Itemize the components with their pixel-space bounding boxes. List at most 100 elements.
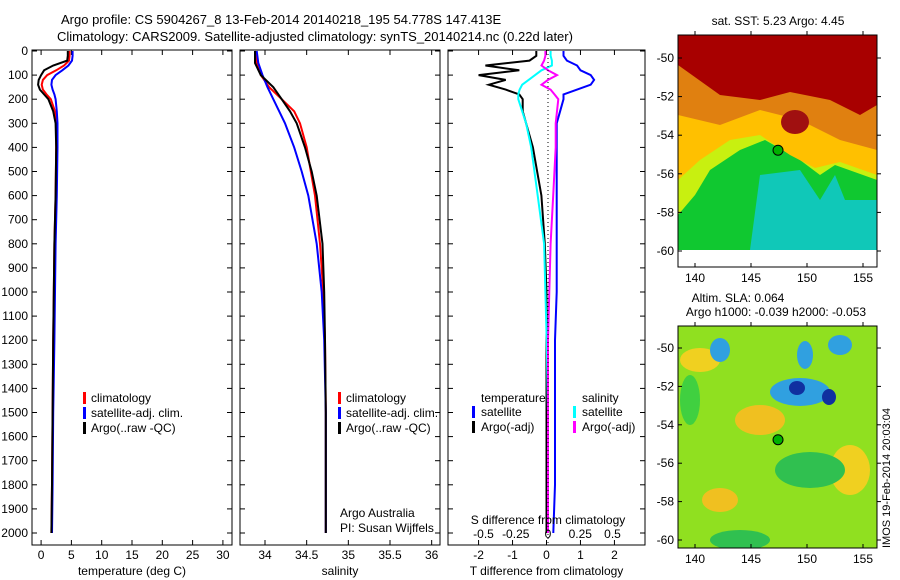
legend-label: Argo(..raw -QC) bbox=[346, 421, 431, 435]
y-tick-label: 1400 bbox=[1, 381, 28, 395]
sla-blob bbox=[680, 375, 700, 425]
series-line-salinity-satellite bbox=[517, 51, 553, 533]
y-tick-label: 2000 bbox=[1, 526, 28, 540]
x-tick-label: -1 bbox=[507, 548, 518, 562]
legend-label: climatology bbox=[346, 391, 406, 405]
legend-swatch bbox=[83, 392, 86, 404]
legend-swatch bbox=[573, 421, 576, 433]
panel-difference: -2 -1 0 1 2 T difference from climatology -0.5… bbox=[447, 49, 646, 578]
map-sst-map: 140 145 150 155 -50 -52 -54 -56 -58 -60 sat. SST: … bbox=[657, 14, 881, 285]
x-axis-label: temperature (deg C) bbox=[78, 564, 186, 578]
legend-swatch bbox=[472, 421, 475, 433]
annotation-line1: Argo Australia bbox=[340, 506, 415, 520]
y-tick-label: -54 bbox=[657, 128, 675, 142]
legend-swatch bbox=[573, 406, 576, 418]
series-line-satellite-adj-clim- bbox=[50, 51, 74, 534]
x-tick-label: 10 bbox=[95, 548, 109, 562]
legend-label: Argo(..raw -QC) bbox=[91, 421, 176, 435]
no-data bbox=[678, 251, 877, 267]
map-frame bbox=[677, 34, 878, 268]
y-tick-label: -56 bbox=[657, 456, 675, 470]
y-tick-label: -52 bbox=[657, 90, 675, 104]
y-tick-label: -50 bbox=[657, 341, 675, 355]
legend-swatch bbox=[83, 422, 86, 434]
legend-label: satellite-adj. clim. bbox=[91, 406, 183, 420]
y-tick-label: 1700 bbox=[1, 454, 28, 468]
legend-label: climatology bbox=[91, 391, 151, 405]
sla-low bbox=[797, 341, 813, 369]
sst-eddy bbox=[781, 110, 809, 134]
plot-frame bbox=[239, 49, 441, 546]
y-tick-label: 1000 bbox=[1, 285, 28, 299]
x-tick-label: 5 bbox=[68, 548, 75, 562]
x-axis-label: T difference from climatology bbox=[470, 564, 624, 578]
sla-blob bbox=[710, 530, 770, 548]
series-line-argo-raw-qc- bbox=[254, 51, 327, 533]
x2-tick-label: 0 bbox=[545, 527, 552, 541]
x2-tick-label: -0.25 bbox=[502, 527, 530, 541]
x-tick-label: 34 bbox=[258, 548, 272, 562]
sla-low bbox=[828, 335, 852, 355]
y-tick-label: 900 bbox=[8, 261, 28, 275]
legend-swatch bbox=[338, 407, 341, 419]
sst-map-title: sat. SST: 5.23 Argo: 4.45 bbox=[712, 14, 845, 28]
sla-low bbox=[710, 338, 730, 362]
panel-temperature: 0 5 10 15 20 25 300100200300400500600700800900… bbox=[1, 44, 233, 578]
x2-tick-label: -0.5 bbox=[473, 527, 494, 541]
sla-map-title: Altim. SLA: 0.064 bbox=[692, 291, 785, 305]
panel-salinity: 34 34.5 35 35.5 36 salinity climatologysatelli… bbox=[239, 49, 441, 578]
y-tick-label: 200 bbox=[8, 92, 28, 106]
y-tick-label: 1900 bbox=[1, 502, 28, 516]
x-tick-label: 30 bbox=[216, 548, 230, 562]
legend-title-salinity: salinity bbox=[582, 391, 619, 405]
x-tick-label: 150 bbox=[797, 552, 817, 566]
legend-title-temperature: temperature bbox=[481, 391, 546, 405]
sla-blob bbox=[702, 488, 738, 512]
y-tick-label: -50 bbox=[657, 51, 675, 65]
legend-label: Argo(-adj) bbox=[582, 420, 635, 434]
y-tick-label: 500 bbox=[8, 165, 28, 179]
y-tick-label: 0 bbox=[21, 44, 28, 58]
x-tick-label: 34.5 bbox=[295, 548, 319, 562]
y-tick-label: 1200 bbox=[1, 333, 28, 347]
x-tick-label: 0 bbox=[543, 548, 550, 562]
x-tick-label: 20 bbox=[156, 548, 170, 562]
x-tick-label: 35.5 bbox=[378, 548, 402, 562]
y-tick-label: 1500 bbox=[1, 406, 28, 420]
x-tick-label: 140 bbox=[685, 271, 705, 285]
legend-label: satellite bbox=[481, 405, 522, 419]
x-tick-label: 155 bbox=[853, 552, 873, 566]
x2-axis-label: S difference from climatology bbox=[471, 513, 626, 527]
legend-swatch bbox=[338, 392, 341, 404]
x-tick-label: 36 bbox=[425, 548, 439, 562]
x-tick-label: 2 bbox=[611, 548, 618, 562]
y-tick-label: -56 bbox=[657, 167, 675, 181]
legend-swatch bbox=[472, 406, 475, 418]
legend-label: satellite bbox=[582, 405, 623, 419]
plot-frame bbox=[31, 49, 233, 546]
x2-tick-label: 0.25 bbox=[569, 527, 593, 541]
sla-blob bbox=[775, 452, 845, 488]
map-sla-map: 140 145 150 155 -50 -52 -54 -56 -58 -60 Altim. SLA… bbox=[657, 291, 881, 566]
x-axis-label: salinity bbox=[322, 564, 359, 578]
argo-location-marker bbox=[772, 434, 784, 446]
sla-map-subtitle: Argo h1000: -0.039 h2000: -0.053 bbox=[686, 305, 866, 319]
y-tick-label: -52 bbox=[657, 379, 675, 393]
sla-min bbox=[822, 389, 836, 405]
x-tick-label: 35 bbox=[342, 548, 356, 562]
argo-location-marker bbox=[772, 144, 784, 156]
series-line-temperature-satellite bbox=[552, 51, 596, 534]
x-tick-label: 25 bbox=[186, 548, 200, 562]
y-tick-label: 300 bbox=[8, 116, 28, 130]
x-tick-label: 150 bbox=[797, 271, 817, 285]
legend-label: satellite-adj. clim. bbox=[346, 406, 438, 420]
series-line-argo-raw-qc- bbox=[37, 51, 69, 534]
series-line-salinity-argo-adj- bbox=[539, 51, 560, 533]
y-tick-label: 1800 bbox=[1, 478, 28, 492]
legend-label: Argo(-adj) bbox=[481, 420, 534, 434]
legend-swatch bbox=[83, 407, 86, 419]
x-tick-label: 1 bbox=[577, 548, 584, 562]
x-tick-label: 155 bbox=[853, 271, 873, 285]
